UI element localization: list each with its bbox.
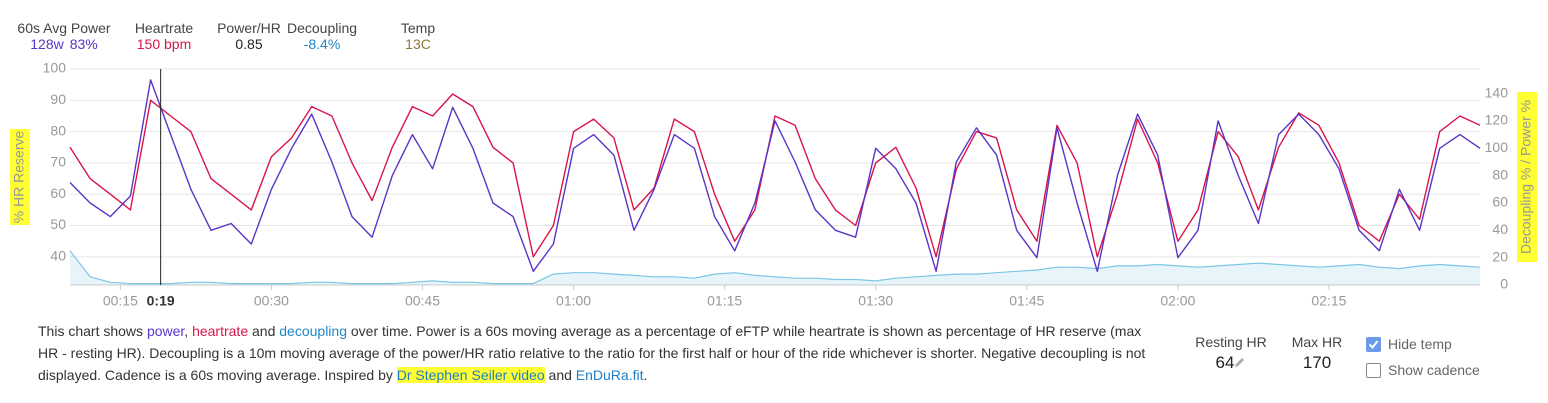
x-tick-label: 01:30 — [858, 293, 893, 309]
stat-value: 83% — [69, 36, 98, 52]
checkbox-box[interactable] — [1366, 362, 1381, 378]
y2-tick-label: 120 — [1485, 112, 1509, 128]
highlight — [10, 129, 30, 225]
stat-value: 128w — [30, 36, 64, 52]
y2-tick-label: 100 — [1485, 139, 1509, 155]
heartrate-line — [69, 93, 1481, 258]
check-mark — [1368, 339, 1379, 349]
y-axis-title: % HR Reserve — [11, 131, 27, 224]
stat-value: -8.4% — [303, 36, 341, 52]
decoupling-area — [70, 250, 1480, 285]
x-tick-label: 01:15 — [707, 293, 742, 309]
edit-icon[interactable] — [1234, 356, 1246, 368]
power-line — [69, 79, 1481, 272]
y2-tick-label: 20 — [1492, 248, 1508, 264]
y2-tick-label: 140 — [1485, 84, 1509, 100]
checkbox[interactable]: Hide temp — [1366, 336, 1452, 352]
stat-temp: Temp 13C — [390, 20, 446, 52]
highlight — [1517, 92, 1537, 262]
text: , — [184, 323, 193, 339]
stat-heartrate: Heartrate 150 bpm — [124, 20, 204, 52]
y-tick-label: 50 — [50, 216, 66, 232]
value[interactable]: 170 — [1302, 353, 1332, 372]
text: over time. Power is a 60s moving average… — [38, 323, 1146, 383]
stat-label: Temp — [400, 20, 436, 36]
x-tick-label: 02:00 — [1160, 293, 1195, 309]
checkbox-label: Show cadence — [1388, 362, 1480, 378]
text: . — [643, 367, 648, 383]
series-name: decoupling — [279, 323, 347, 339]
y-tick-label: 80 — [50, 122, 66, 138]
y-tick-label: 70 — [50, 154, 66, 170]
stat-value: 13C — [405, 36, 431, 52]
x-tick-label: 00:30 — [254, 293, 289, 309]
stat-power: 60s Avg Power 128w 83% — [12, 20, 116, 52]
checkbox-label: Hide temp — [1388, 336, 1452, 352]
series-name: heartrate — [192, 323, 249, 339]
text: and — [248, 323, 280, 339]
stat-label: Heartrate — [134, 20, 194, 36]
x-tick-label: 00:45 — [405, 293, 440, 309]
text: and — [544, 367, 576, 383]
x-tick-label: 01:00 — [556, 293, 591, 309]
stat-label: 60s Avg Power — [17, 20, 111, 36]
description: This chart shows power, heartrate and de… — [38, 320, 1148, 386]
y2-tick-label: 0 — [1500, 276, 1508, 292]
label: Max HR — [1291, 334, 1343, 350]
stat-label: Decoupling — [286, 20, 358, 36]
y-tick-label: 90 — [50, 91, 66, 107]
y-tick-label: 40 — [50, 248, 66, 264]
stat-value: 0.85 — [235, 36, 263, 52]
x-tick-label: 00:15 — [103, 293, 138, 309]
checkbox-box[interactable] — [1366, 336, 1381, 352]
x-tick-label: 02:15 — [1311, 293, 1346, 309]
resting-hr: Resting HR 64 — [1190, 334, 1272, 373]
stat-power-hr: Power/HR 0.85 — [210, 20, 288, 52]
y-axis-title-group: % HR Reserve — [10, 129, 30, 225]
plot-background — [70, 69, 1480, 285]
y-tick-label: 100 — [43, 60, 67, 76]
y2-axis-title-group: Decoupling % / Power % — [1517, 92, 1537, 262]
y2-tick-label: 60 — [1492, 194, 1508, 210]
decoupling-line — [69, 250, 1481, 285]
y2-tick-label: 40 — [1492, 221, 1508, 237]
link[interactable]: Dr Stephen Seiler video — [396, 367, 545, 383]
value-row[interactable]: 64 — [1190, 353, 1272, 373]
max-hr: Max HR 170 — [1282, 334, 1352, 373]
label: Resting HR — [1195, 334, 1267, 350]
y2-tick-label: 80 — [1492, 166, 1508, 182]
x-tick-label: 01:45 — [1009, 293, 1044, 309]
cursor-label: 0:19 — [147, 293, 175, 309]
chart: 40 50 60 70 80 90 100 0 20 40 60 80 100 120 140 00:15 00… — [10, 60, 1537, 309]
stat-label: Power/HR — [217, 20, 281, 36]
y2-axis-title: Decoupling % / Power % — [1518, 100, 1534, 254]
stat-decoupling: Decoupling -8.4% — [276, 20, 368, 52]
link[interactable]: EnDuRa.fit — [575, 367, 644, 383]
checkbox[interactable]: Show cadence — [1366, 362, 1480, 378]
stat-value: 150 bpm — [136, 36, 192, 52]
text: This chart shows — [38, 323, 147, 339]
y-tick-label: 60 — [50, 185, 66, 201]
series-name: power — [146, 323, 185, 339]
value: 64 — [1215, 353, 1235, 372]
